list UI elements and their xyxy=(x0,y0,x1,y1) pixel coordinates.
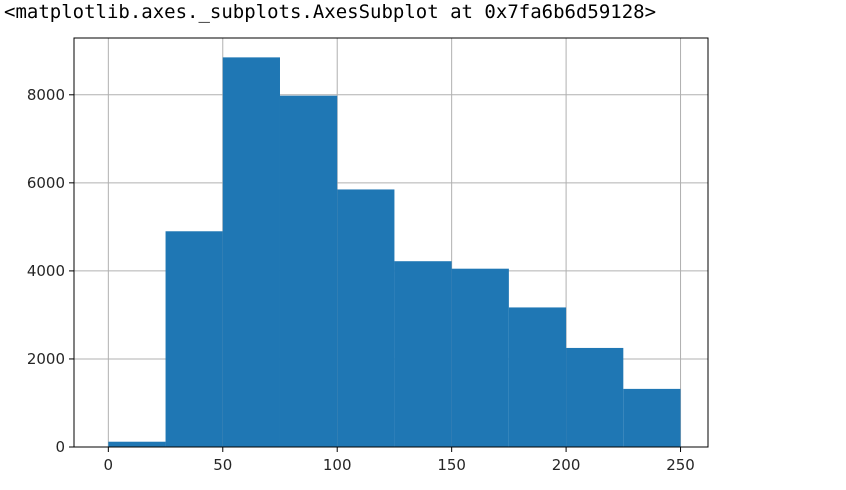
tick-labels: 0 50 100 150 200 250 0 2000 4000 6000 8000 xyxy=(27,86,695,474)
y-tick-label-4: 8000 xyxy=(27,86,65,104)
axes-frame xyxy=(73,37,709,448)
histogram-bar-8 xyxy=(566,347,624,447)
y-tick-label-1: 2000 xyxy=(27,350,65,368)
x-tick-label-3: 150 xyxy=(437,456,466,474)
y-tick-label-3: 6000 xyxy=(27,174,65,192)
histogram-bar-9 xyxy=(623,388,681,447)
x-tick-label-5: 250 xyxy=(666,456,695,474)
x-tick-label-0: 0 xyxy=(104,456,114,474)
y-tick-label-0: 0 xyxy=(55,438,65,456)
histogram-bar-0 xyxy=(108,441,166,447)
histogram-bar-3 xyxy=(279,95,338,448)
histogram-bar-4 xyxy=(337,189,395,448)
histogram-bar-5 xyxy=(394,261,452,447)
x-tick-label-2: 100 xyxy=(323,456,352,474)
axes xyxy=(69,37,709,452)
histogram-bars xyxy=(108,57,681,448)
histogram-bar-7 xyxy=(508,307,567,447)
histogram-bar-6 xyxy=(451,268,509,447)
x-tick-label-1: 50 xyxy=(213,456,232,474)
x-tick-label-4: 200 xyxy=(552,456,581,474)
cell-output-text: <matplotlib.axes._subplots.AxesSubplot a… xyxy=(4,1,657,23)
y-tick-label-2: 4000 xyxy=(27,262,65,280)
histogram-bar-2 xyxy=(222,57,280,447)
histogram-bar-1 xyxy=(165,231,223,447)
